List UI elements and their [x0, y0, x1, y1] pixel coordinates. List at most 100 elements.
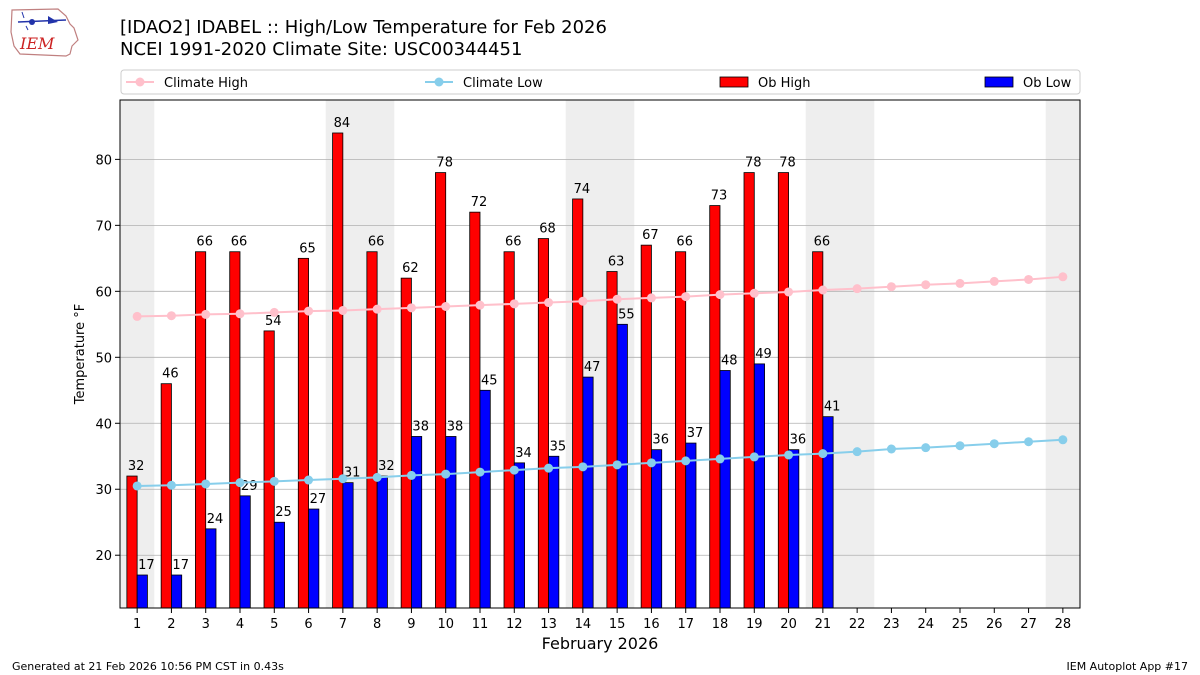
ob-high-label-day-11: 72 — [471, 195, 488, 210]
legend-climate-high-marker — [135, 77, 145, 87]
climate-low-point-day-1 — [132, 481, 142, 491]
xtick-label-5: 5 — [270, 617, 278, 632]
climate-high-point-day-13 — [544, 298, 554, 308]
xtick-label-3: 3 — [202, 617, 210, 632]
climate-high-point-day-12 — [509, 299, 519, 309]
climate-high-point-day-4 — [235, 309, 245, 319]
xtick-label-16: 16 — [643, 617, 660, 632]
ytick-label-20: 20 — [95, 549, 112, 564]
ob-low-label-day-3: 24 — [207, 512, 224, 527]
climate-low-line — [137, 438, 1063, 487]
ob-low-label-day-10: 38 — [447, 419, 464, 434]
ytick-label-30: 30 — [95, 483, 112, 498]
xtick-label-24: 24 — [917, 617, 934, 632]
ob-high-label-day-7: 84 — [334, 116, 351, 131]
ob-low-label-day-13: 35 — [550, 439, 567, 454]
xtick-label-8: 8 — [373, 617, 381, 632]
ob-low-bar-day-12 — [513, 462, 525, 609]
ob-low-bar-day-10 — [445, 436, 457, 609]
ob-low-label-day-20: 36 — [790, 433, 807, 448]
climate-high-point-day-6 — [304, 306, 314, 316]
logo-text: IEM — [19, 34, 55, 53]
climate-high-point-day-15 — [612, 294, 622, 304]
xtick-label-19: 19 — [746, 617, 763, 632]
ob-low-label-day-17: 37 — [687, 426, 704, 441]
climate-high-point-day-10 — [441, 301, 451, 311]
climate-high-point-day-9 — [406, 303, 416, 313]
y-axis-label: Temperature °F — [73, 304, 88, 405]
xtick-label-9: 9 — [407, 617, 415, 632]
ob-low-bar-day-17 — [685, 442, 697, 609]
climate-high-point-day-1 — [132, 311, 142, 321]
ob-low-label-day-21: 41 — [824, 400, 841, 415]
title-line-1: [IDAO2] IDABEL :: High/Low Temperature f… — [120, 17, 607, 38]
climate-high-point-day-2 — [166, 311, 176, 321]
title-line-2: NCEI 1991-2020 Climate Site: USC00344451 — [120, 39, 523, 60]
ob-low-label-day-19: 49 — [755, 347, 772, 362]
xtick-label-1: 1 — [133, 617, 141, 632]
ob-high-label-day-20: 78 — [779, 156, 796, 171]
climate-low-point-day-17 — [681, 456, 691, 466]
xtick-label-15: 15 — [609, 617, 626, 632]
ob-high-label-day-3: 66 — [196, 235, 213, 250]
climate-low-point-day-22 — [852, 447, 862, 457]
climate-high-point-day-22 — [852, 284, 862, 294]
legend-ob-low-label: Ob Low — [1023, 76, 1072, 91]
climate-high-point-day-11 — [475, 300, 485, 310]
xtick-label-2: 2 — [167, 617, 175, 632]
xtick-label-17: 17 — [677, 617, 694, 632]
ob-high-bar-day-20 — [777, 172, 789, 609]
ob-high-label-day-4: 66 — [231, 235, 248, 250]
app-note: IEM Autoplot App #17 — [1066, 660, 1189, 673]
climate-low-point-day-20 — [784, 450, 794, 460]
ob-high-label-day-12: 66 — [505, 235, 522, 250]
ob-low-label-day-12: 34 — [515, 446, 532, 461]
climate-high-point-day-5 — [269, 307, 279, 317]
ob-low-label-day-16: 36 — [652, 433, 669, 448]
ob-low-bar-day-4 — [239, 495, 251, 609]
ob-high-label-day-16: 67 — [642, 228, 659, 243]
generated-note: Generated at 21 Feb 2026 10:56 PM CST in… — [12, 660, 284, 673]
climate-low-point-day-10 — [441, 469, 451, 479]
ob-high-label-day-5: 54 — [265, 314, 282, 329]
climate-low-point-day-6 — [304, 475, 314, 485]
x-axis-label: February 2026 — [542, 634, 659, 653]
legend-climate-low-label: Climate Low — [463, 76, 543, 91]
ob-low-bar-day-19 — [753, 363, 765, 609]
climate-high-point-day-21 — [818, 285, 828, 295]
legend-climate-low-marker — [434, 77, 444, 87]
xtick-label-28: 28 — [1055, 617, 1072, 632]
ob-high-bar-day-4 — [229, 251, 241, 609]
climate-high-point-day-17 — [681, 292, 691, 302]
climate-low-point-day-5 — [269, 476, 279, 486]
climate-high-line — [137, 275, 1063, 318]
ytick-label-50: 50 — [95, 351, 112, 366]
ob-low-label-day-9: 38 — [412, 419, 429, 434]
ob-low-label-day-14: 47 — [584, 360, 601, 375]
climate-low-point-day-24 — [921, 443, 931, 453]
ob-high-bar-day-5 — [263, 330, 275, 609]
xtick-label-22: 22 — [849, 617, 866, 632]
climate-low-point-day-19 — [749, 452, 759, 462]
ob-low-label-day-15: 55 — [618, 307, 635, 322]
xtick-label-23: 23 — [883, 617, 900, 632]
xtick-label-11: 11 — [472, 617, 489, 632]
climate-high-point-day-3 — [201, 309, 211, 319]
ob-low-bar-day-16 — [651, 449, 663, 609]
ob-low-bar-day-14 — [582, 376, 594, 609]
climate-high-point-day-14 — [578, 296, 588, 306]
ob-low-bar-day-2 — [171, 574, 183, 609]
ob-high-label-day-10: 78 — [436, 156, 453, 171]
ob-low-label-day-18: 48 — [721, 353, 738, 368]
xtick-label-25: 25 — [952, 617, 969, 632]
climate-high-point-day-26 — [989, 276, 999, 286]
ob-low-label-day-7: 31 — [344, 466, 361, 481]
legend-ob-high-label: Ob High — [758, 76, 811, 91]
legend-box — [120, 69, 1081, 95]
iem-logo: IEM — [10, 8, 79, 57]
climate-high-point-day-7 — [338, 305, 348, 315]
ob-low-label-day-1: 17 — [138, 558, 155, 573]
climate-low-point-day-27 — [1024, 437, 1034, 447]
climate-high-point-day-19 — [749, 288, 759, 298]
climate-low-point-day-8 — [372, 472, 382, 482]
